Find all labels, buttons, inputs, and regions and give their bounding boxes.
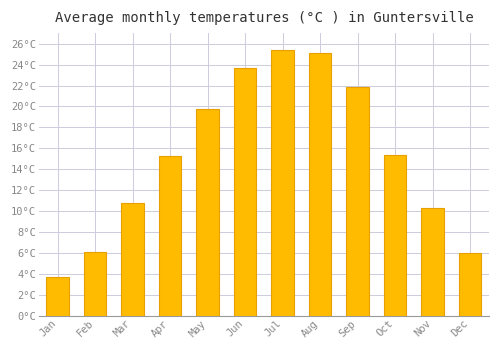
Bar xyxy=(46,277,69,316)
Bar xyxy=(384,155,406,316)
Bar xyxy=(234,68,256,316)
Bar xyxy=(84,252,106,316)
Bar xyxy=(159,156,182,316)
Bar xyxy=(122,203,144,316)
Title: Average monthly temperatures (°C ) in Guntersville: Average monthly temperatures (°C ) in Gu… xyxy=(54,11,474,25)
Bar xyxy=(272,50,294,316)
Bar xyxy=(346,86,369,316)
Bar xyxy=(196,108,219,316)
Bar xyxy=(422,208,444,316)
Bar xyxy=(309,53,332,316)
Bar xyxy=(459,253,481,316)
